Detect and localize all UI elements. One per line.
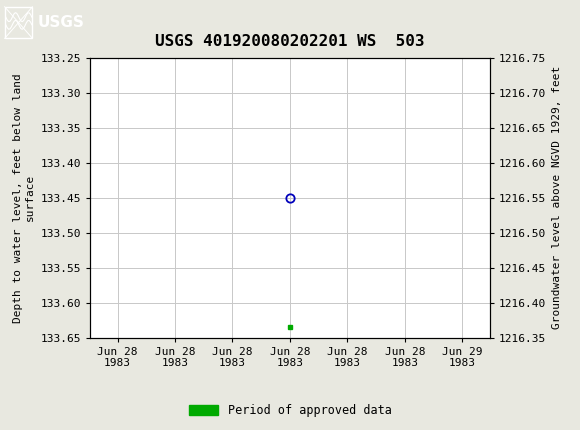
Text: USGS 401920080202201 WS  503: USGS 401920080202201 WS 503	[155, 34, 425, 49]
Y-axis label: Depth to water level, feet below land
surface: Depth to water level, feet below land su…	[13, 73, 35, 322]
Y-axis label: Groundwater level above NGVD 1929, feet: Groundwater level above NGVD 1929, feet	[552, 66, 562, 329]
Legend: Period of approved data: Period of approved data	[184, 399, 396, 422]
Text: USGS: USGS	[38, 15, 85, 30]
Bar	[5, 7, 32, 38]
